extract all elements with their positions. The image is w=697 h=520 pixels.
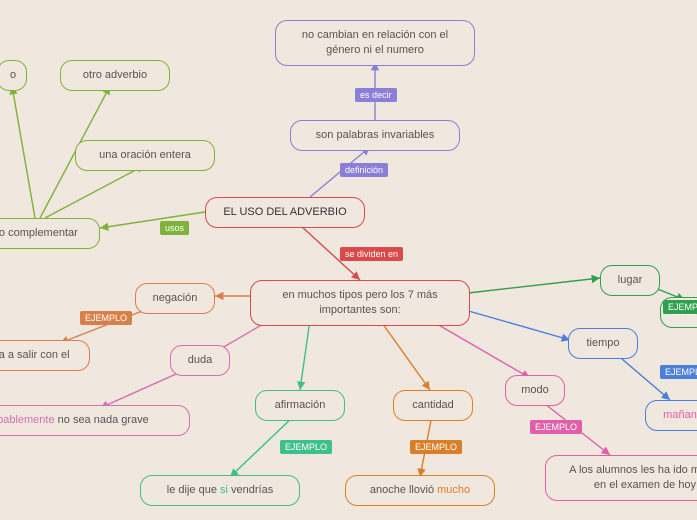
node-def1[interactable]: son palabras invariables: [290, 120, 460, 151]
node-usos[interactable]: r o complementar: [0, 218, 100, 249]
edge-tipos-afirm: [300, 320, 310, 390]
node-negacion[interactable]: negación: [135, 283, 215, 314]
node-lugar[interactable]: lugar: [600, 265, 660, 296]
node-u1[interactable]: o: [0, 60, 27, 91]
node-main[interactable]: EL USO DEL ADVERBIO: [205, 197, 365, 228]
node-u3[interactable]: una oración entera: [75, 140, 215, 171]
edge-label-4: EJEMPLO: [80, 311, 132, 325]
edge-tipos-tiempo: [465, 310, 570, 340]
edge-tipos-lugar: [468, 278, 600, 293]
node-duda[interactable]: duda: [170, 345, 230, 376]
node-tiempo[interactable]: tiempo: [568, 328, 638, 359]
edge-tipos-modo: [430, 320, 530, 378]
edge-label-3: se dividen en: [340, 247, 403, 261]
node-ex_modo[interactable]: A los alumnos les ha ido muy ben el exam…: [545, 455, 697, 501]
edge-label-7: EJEMPLO: [530, 420, 582, 434]
node-cant[interactable]: cantidad: [393, 390, 473, 421]
edge-main-usos: [100, 212, 205, 228]
node-ex_tiempo[interactable]: mañan: [645, 400, 697, 431]
edge-label-2: usos: [160, 221, 189, 235]
edge-usos-u1: [12, 86, 35, 218]
node-ex_neg[interactable]: vería a salir con el: [0, 340, 90, 371]
node-modo[interactable]: modo: [505, 375, 565, 406]
edge-label-8: EJEMPLO: [660, 365, 697, 379]
node-ex_cant[interactable]: anoche llovió mucho: [345, 475, 495, 506]
node-ex_afirm[interactable]: le dije que si vendrías: [140, 475, 300, 506]
edge-label-0: es decir: [355, 88, 397, 102]
edge-tipos-cant: [380, 320, 430, 390]
edge-label-5: EJEMPLO: [280, 440, 332, 454]
node-afirm[interactable]: afirmación: [255, 390, 345, 421]
node-tipos[interactable]: en muchos tipos pero los 7 másimportante…: [250, 280, 470, 326]
node-def2[interactable]: no cambian en relación con elgénero ni e…: [275, 20, 475, 66]
edge-label-9: EJEMPLO: [663, 300, 697, 314]
edge-duda-ex_duda: [100, 370, 185, 408]
node-u2[interactable]: otro adverbio: [60, 60, 170, 91]
edge-label-6: EJEMPLO: [410, 440, 462, 454]
node-ex_duda[interactable]: probablemente no sea nada grave: [0, 405, 190, 436]
edge-label-1: definición: [340, 163, 388, 177]
edge-usos-u3: [45, 165, 145, 218]
